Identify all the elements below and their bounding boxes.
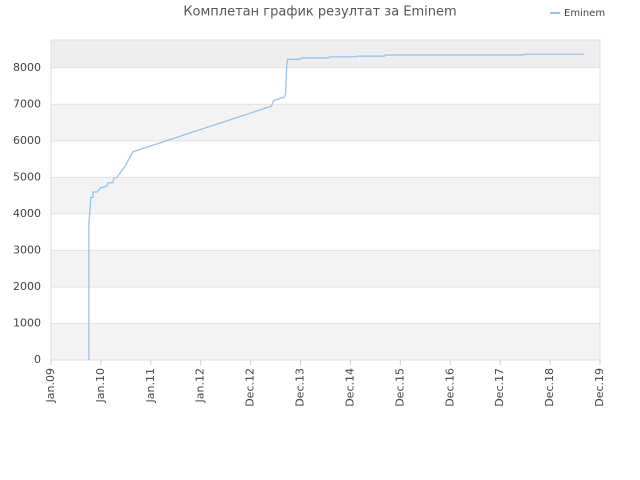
x-tick-label: Dec.14 [343, 368, 356, 407]
y-tick-label: 6000 [13, 134, 41, 147]
grid-band [51, 40, 600, 68]
x-tick-label: Dec.12 [244, 368, 257, 407]
x-tick-label: Jan.12 [194, 368, 207, 403]
x-tick-label: Jan.11 [144, 368, 157, 403]
y-tick-label: 7000 [13, 97, 41, 110]
x-tick-label: Jan.09 [44, 368, 57, 403]
grid-band [51, 177, 600, 214]
grid-band [51, 67, 600, 105]
y-tick-label: 5000 [13, 170, 41, 183]
grid-band [51, 286, 600, 324]
series-line [88, 53, 584, 360]
y-tick-label: 0 [34, 353, 41, 366]
x-tick-label: Jan.10 [94, 368, 107, 403]
grid-band [51, 104, 600, 141]
grid-band [51, 250, 600, 287]
y-tick-label: 8000 [13, 61, 41, 74]
x-tick-label: Dec.16 [443, 368, 456, 407]
x-tick-label: Dec.19 [593, 368, 606, 407]
x-tick-label: Dec.13 [294, 368, 307, 407]
x-tick-label: Dec.18 [543, 368, 556, 407]
y-tick-label: 3000 [13, 243, 41, 256]
legend-label: Eminem [564, 8, 605, 19]
y-tick-label: 4000 [13, 207, 41, 220]
grid-band [51, 323, 600, 360]
y-tick-label: 2000 [13, 280, 41, 293]
grid-band [51, 213, 600, 251]
y-tick-label: 1000 [13, 316, 41, 329]
x-tick-label: Dec.15 [393, 368, 406, 407]
plot-border [50, 39, 601, 361]
chart-title: Комплетан график резултат за Eminem [183, 5, 456, 20]
grid-band [51, 140, 600, 178]
x-tick-label: Dec.17 [493, 368, 506, 407]
